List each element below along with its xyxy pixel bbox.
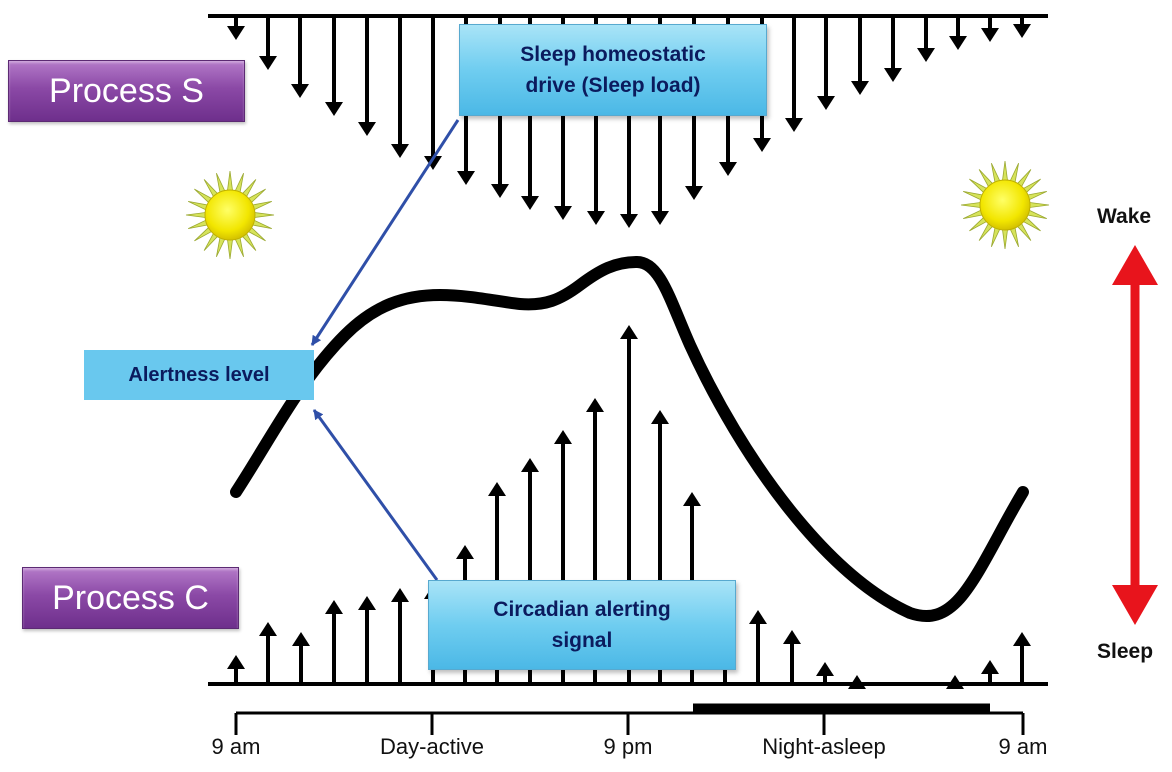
- connector-arrow: [310, 119, 460, 346]
- down-arrow-icon: [521, 196, 539, 210]
- down-arrow-icon: [651, 211, 669, 225]
- down-arrow-icon: [817, 96, 835, 110]
- down-arrow-icon: [620, 214, 638, 228]
- circadian-alerting-signal-box: Circadian alerting signal: [428, 580, 736, 670]
- sleep-drive-line-2: drive (Sleep load): [525, 74, 701, 97]
- up-arrow-icon: [521, 458, 539, 472]
- axis-tick-label: 9 am: [211, 734, 261, 759]
- alertness-level-box: Alertness level: [84, 350, 314, 400]
- circadian-line-2: signal: [551, 629, 613, 652]
- axis-tick-label: Night-asleep: [762, 734, 886, 759]
- up-arrow-icon: [651, 410, 669, 424]
- axis-tick-label: Day-active: [380, 734, 484, 759]
- sun-icon: [185, 170, 275, 260]
- down-arrow-icon: [259, 56, 277, 70]
- up-arrow-icon: [292, 632, 310, 646]
- down-arrow-icon: [981, 28, 999, 42]
- down-arrow-icon: [785, 118, 803, 132]
- down-arrow-icon: [884, 68, 902, 82]
- sleep-label: Sleep: [1097, 640, 1154, 663]
- up-arrow-icon: [981, 660, 999, 674]
- sleep-drive-line-1: Sleep homeostatic: [520, 43, 706, 66]
- down-arrow-icon: [424, 156, 442, 170]
- down-arrow-icon: [291, 84, 309, 98]
- up-arrow-icon: [749, 610, 767, 624]
- wake-sleep-scale-arrow: [1112, 245, 1158, 625]
- axis-tick-label: 9 am: [998, 734, 1048, 759]
- up-arrow-icon: [683, 492, 701, 506]
- down-arrow-icon: [587, 211, 605, 225]
- up-arrow-icon: [1013, 632, 1031, 646]
- up-arrow-icon: [358, 596, 376, 610]
- up-arrow-icon: [554, 430, 572, 444]
- down-arrow-icon: [391, 144, 409, 158]
- connector-arrow: [312, 409, 439, 581]
- down-arrow-icon: [227, 26, 245, 40]
- down-arrow-icon: [719, 162, 737, 176]
- down-arrow-icon: [457, 171, 475, 185]
- down-arrow-icon: [1013, 24, 1031, 38]
- down-arrow-icon: [753, 138, 771, 152]
- up-arrow-icon: [620, 325, 638, 339]
- down-arrow-icon: [949, 36, 967, 50]
- down-arrow-icon: [851, 81, 869, 95]
- up-arrow-icon: [456, 545, 474, 559]
- down-arrow-icon: [358, 122, 376, 136]
- wake-label: Wake: [1097, 205, 1152, 228]
- sleep-homeostatic-drive-box: Sleep homeostatic drive (Sleep load): [459, 24, 767, 116]
- down-arrow-icon: [325, 102, 343, 116]
- up-arrow-icon: [391, 588, 409, 602]
- up-arrow-icon: [227, 655, 245, 669]
- process-c-label: Process C: [22, 567, 239, 629]
- down-arrow-icon: [685, 186, 703, 200]
- process-s-label: Process S: [8, 60, 245, 122]
- down-arrow-icon: [491, 184, 509, 198]
- down-arrow-icon: [917, 48, 935, 62]
- up-arrow-icon: [586, 398, 604, 412]
- up-arrow-icon: [325, 600, 343, 614]
- down-arrow-icon: [554, 206, 572, 220]
- up-arrow-icon: [816, 662, 834, 676]
- alertness-curve: [230, 256, 1029, 622]
- up-arrow-icon: [259, 622, 277, 636]
- circadian-line-1: Circadian alerting: [493, 598, 671, 621]
- axis-tick-label: 9 pm: [603, 734, 653, 759]
- sun-icon: [960, 160, 1050, 250]
- up-arrow-icon: [488, 482, 506, 496]
- up-arrow-icon: [783, 630, 801, 644]
